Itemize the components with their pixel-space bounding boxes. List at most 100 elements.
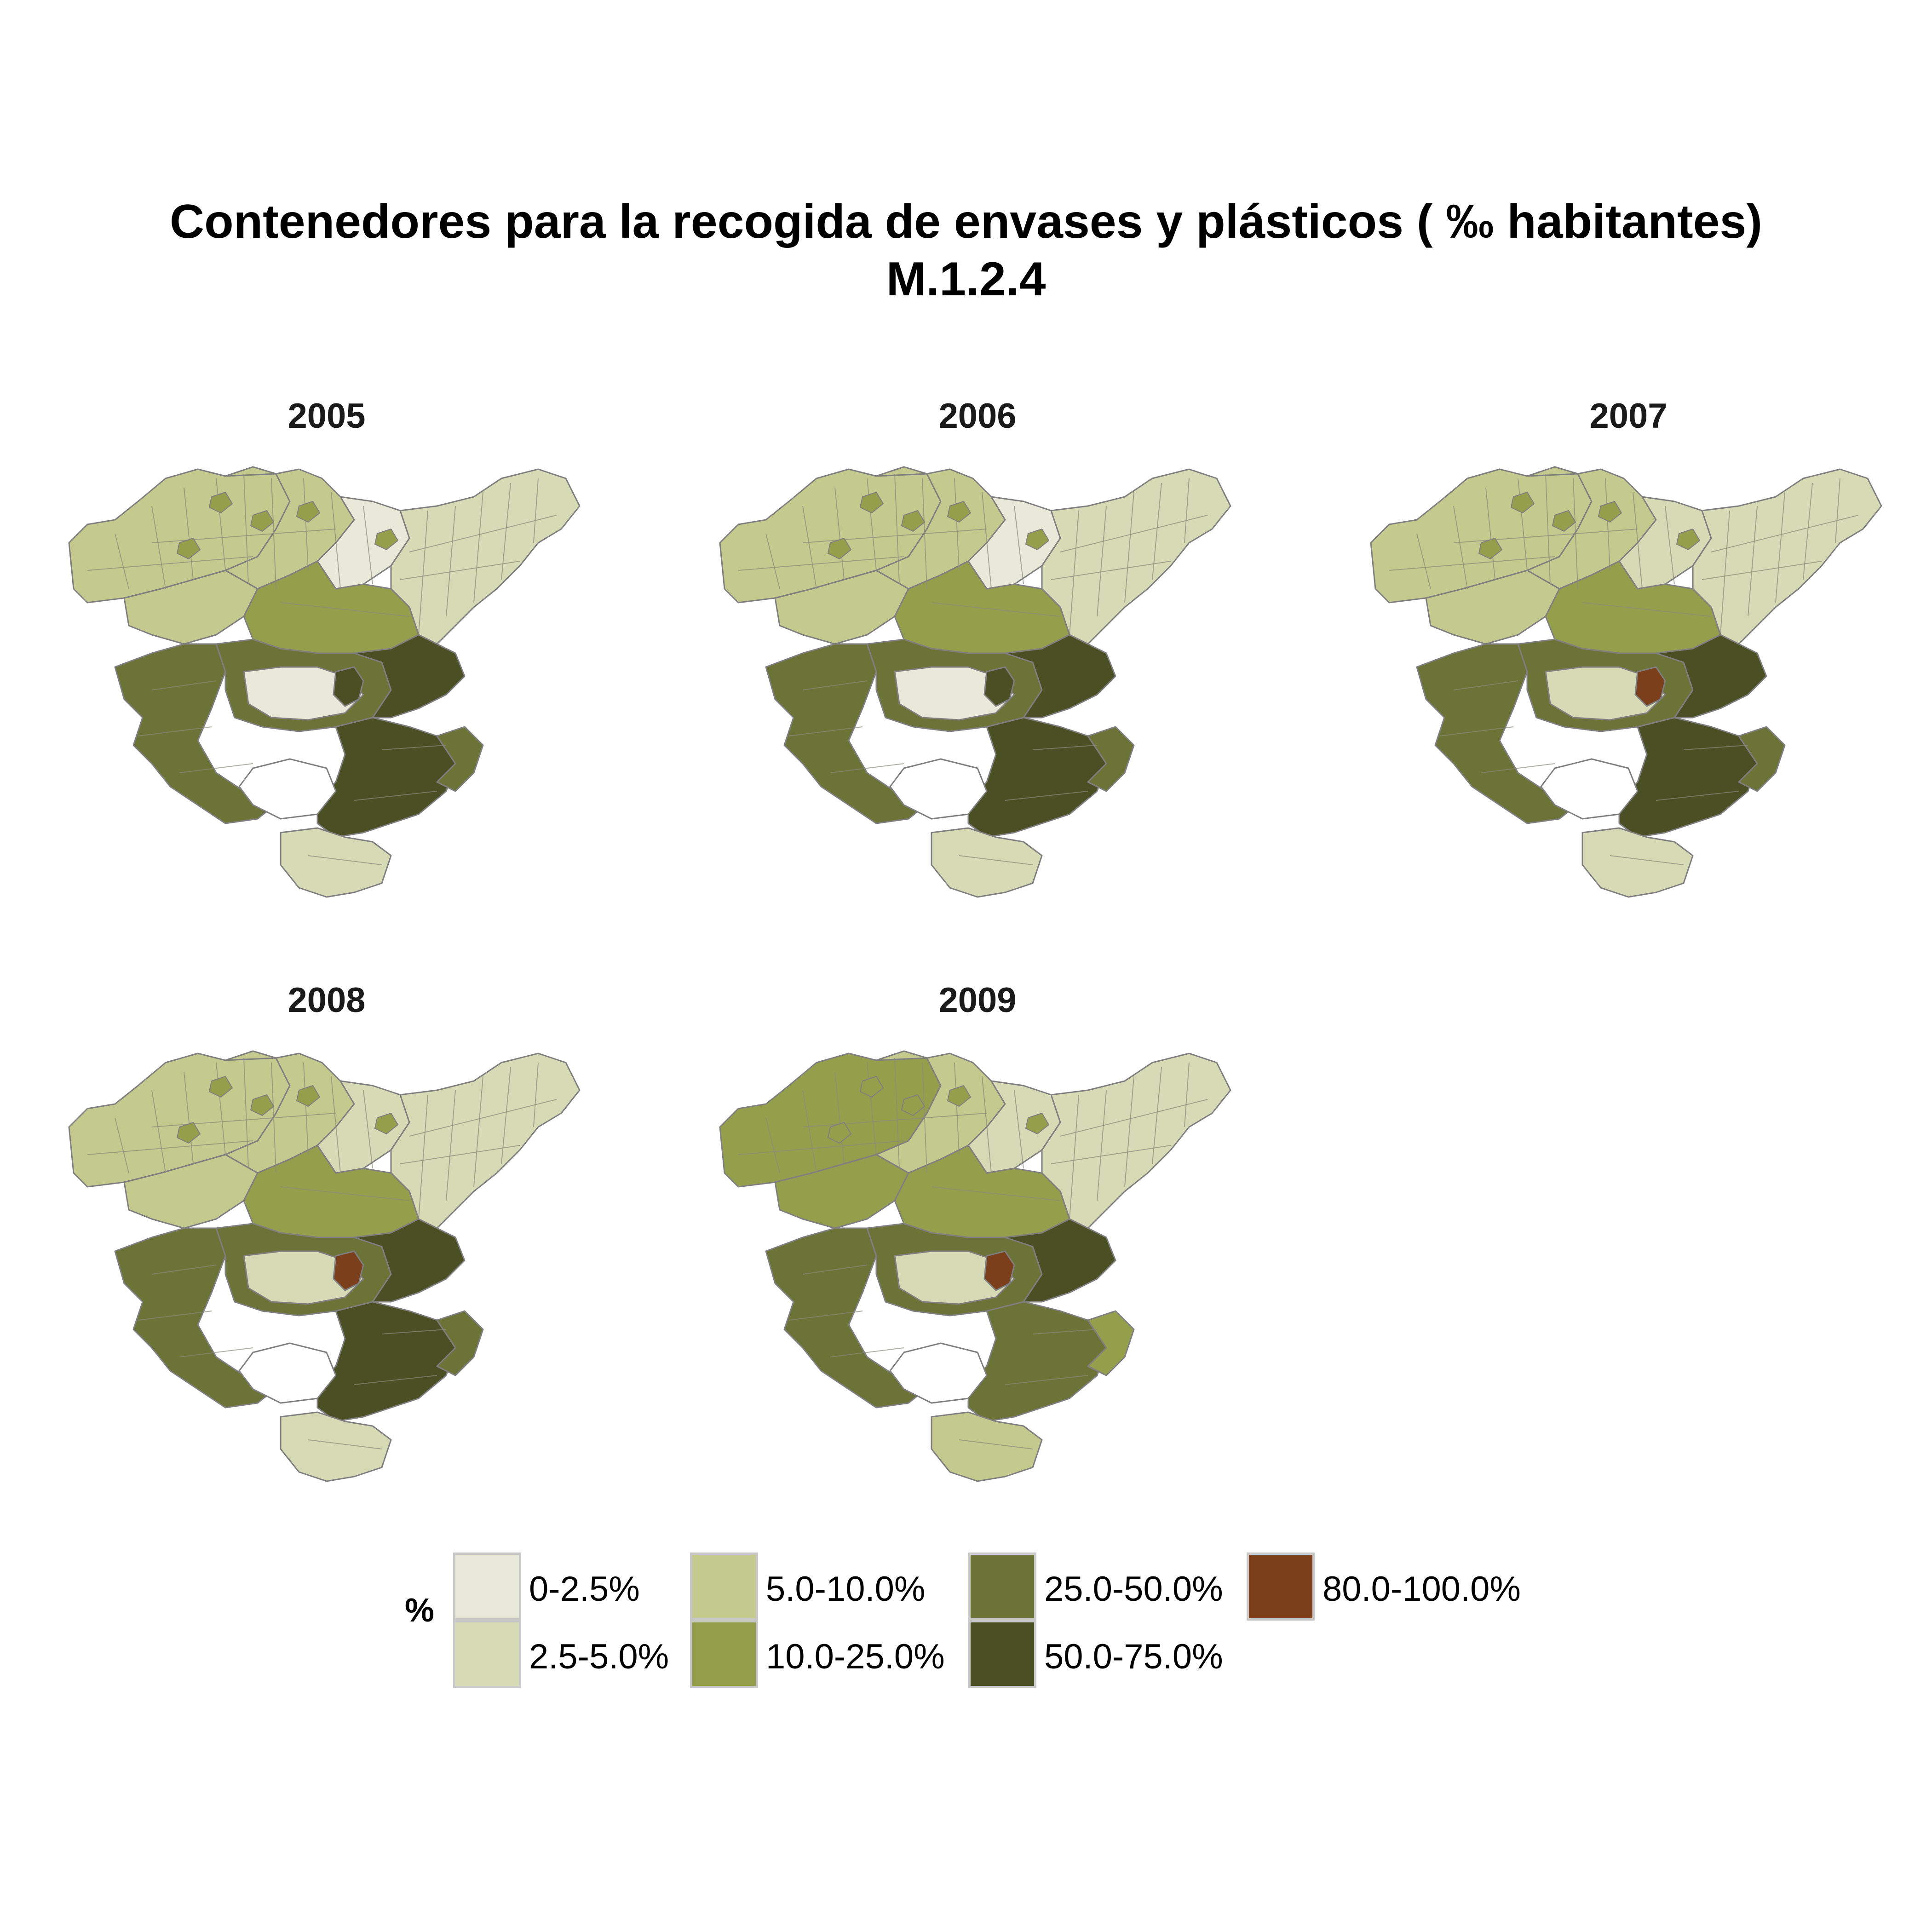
region-cin — [243, 1250, 364, 1305]
legend-key-2 — [690, 1552, 758, 1621]
region-small-municipality — [250, 510, 275, 532]
region-low — [931, 827, 1043, 898]
region-small-municipality — [1510, 491, 1535, 514]
legend-key-1 — [453, 1620, 521, 1688]
region-small-municipality — [901, 510, 926, 532]
legend-key-6 — [1247, 1552, 1315, 1621]
municipal-boundary — [1518, 478, 1528, 571]
region-hole — [889, 758, 988, 820]
municipal-boundary — [1051, 561, 1171, 580]
municipal-boundary — [959, 855, 1033, 865]
municipal-boundary — [1184, 1062, 1190, 1127]
municipal-boundary — [533, 478, 539, 543]
municipal-boundary — [151, 1113, 336, 1127]
municipal-boundary — [400, 1145, 520, 1164]
municipal-boundary — [1097, 1090, 1107, 1201]
municipal-boundary — [982, 1076, 992, 1173]
municipal-boundary — [1005, 791, 1088, 801]
municipal-boundary — [959, 1439, 1033, 1449]
chart-title-line2: M.1.2.4 — [886, 253, 1046, 306]
municipal-boundary — [834, 1071, 845, 1164]
panel-year-label: 2006 — [938, 397, 1017, 436]
municipal-boundary — [354, 791, 437, 801]
municipal-boundary — [982, 492, 992, 589]
legend-key-5 — [968, 1620, 1036, 1688]
region-small-municipality — [1478, 537, 1503, 560]
municipal-boundary — [830, 763, 904, 773]
region-low — [1581, 827, 1694, 898]
region-small-municipality — [827, 537, 852, 560]
municipal-boundary — [1665, 506, 1675, 585]
municipal-boundary — [1051, 1145, 1171, 1164]
municipal-boundary — [151, 1265, 217, 1275]
map-panel-2009: 2009 — [678, 980, 1276, 1536]
region-small-municipality — [1025, 528, 1050, 551]
municipal-boundary — [243, 473, 249, 585]
municipal-boundary — [1014, 1090, 1024, 1169]
region-small-municipality — [859, 491, 884, 514]
municipal-boundary — [400, 561, 520, 580]
legend-label-6: 80.0-100.0% — [1322, 1570, 1521, 1609]
legend-label-2: 5.0-10.0% — [766, 1570, 926, 1609]
municipal-boundary — [473, 1076, 483, 1187]
municipal-boundary — [1633, 492, 1643, 589]
municipal-boundary — [87, 556, 253, 571]
municipal-boundary — [184, 1071, 194, 1164]
region-s — [967, 717, 1107, 838]
municipal-boundary — [802, 529, 987, 543]
region-ss — [1087, 726, 1135, 792]
region-small-municipality — [901, 1094, 926, 1116]
region-small-municipality — [859, 1075, 884, 1098]
choropleth-map — [719, 1050, 1231, 1482]
municipal-boundary — [867, 478, 877, 571]
municipal-boundary — [216, 478, 226, 571]
municipal-boundary — [1485, 487, 1495, 580]
choropleth-map — [719, 466, 1231, 898]
municipal-boundary — [1683, 745, 1748, 750]
municipal-boundary — [1069, 1094, 1079, 1219]
municipal-boundary — [151, 1090, 166, 1173]
municipal-boundary — [446, 506, 456, 617]
municipal-boundary — [802, 1265, 868, 1275]
region-small-municipality — [374, 528, 399, 551]
legend-key-3 — [690, 1620, 758, 1688]
municipal-boundary — [363, 1090, 373, 1169]
municipal-boundary — [1032, 745, 1098, 750]
municipal-boundary — [381, 1329, 447, 1334]
municipal-boundary — [738, 556, 904, 571]
chart-title: Contenedores para la recogida de envases… — [0, 193, 1932, 308]
region-small-municipality — [250, 1094, 275, 1116]
municipal-boundary — [1545, 473, 1551, 585]
region-s — [967, 1301, 1107, 1422]
municipal-boundary — [1605, 478, 1610, 571]
municipal-boundary — [179, 1347, 253, 1357]
municipal-boundary — [954, 1062, 960, 1155]
region-small-municipality — [208, 1075, 233, 1098]
region-ss — [436, 1310, 484, 1376]
region-ne — [390, 1052, 581, 1229]
municipal-boundary — [1720, 510, 1730, 635]
municipal-boundary — [381, 745, 447, 750]
municipal-boundary — [1453, 529, 1638, 543]
region-s — [1618, 717, 1758, 838]
municipal-boundary — [1610, 855, 1684, 865]
municipal-boundary — [151, 529, 336, 543]
map-panel-2006: 2006 — [678, 396, 1276, 952]
municipal-boundary — [138, 726, 212, 736]
panel-year-label: 2005 — [288, 397, 366, 436]
map-panel-2005: 2005 — [28, 396, 626, 952]
municipal-boundary — [738, 1140, 904, 1155]
map-panel-2008: 2008 — [28, 980, 626, 1536]
region-small-municipality — [208, 491, 233, 514]
municipal-boundary — [184, 487, 194, 580]
municipal-boundary — [151, 680, 217, 690]
legend-label-0: 0-2.5% — [529, 1570, 640, 1609]
municipal-boundary — [308, 1439, 382, 1449]
region-small-municipality — [1598, 500, 1622, 523]
region-hole — [889, 1342, 988, 1404]
municipal-boundary — [894, 1058, 900, 1169]
municipal-boundary — [418, 1094, 428, 1219]
region-low — [280, 827, 392, 898]
region-s — [316, 717, 456, 838]
municipal-boundary — [363, 506, 373, 585]
